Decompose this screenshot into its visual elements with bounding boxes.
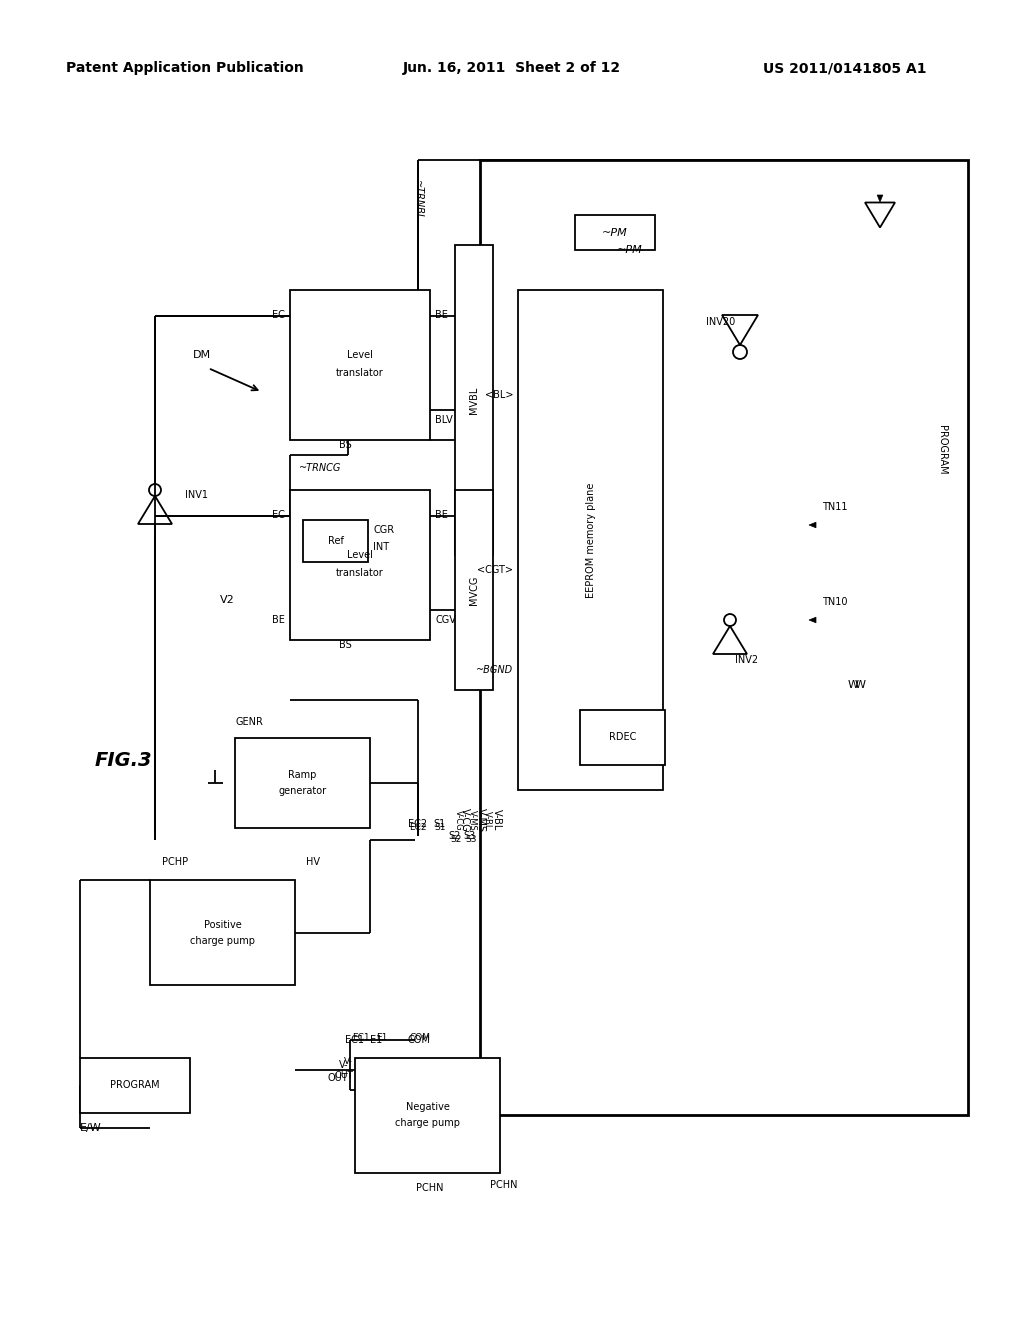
Text: INV1: INV1 (185, 490, 208, 500)
Text: S1: S1 (434, 818, 446, 829)
Text: charge pump: charge pump (395, 1118, 460, 1129)
Text: V-: V- (344, 1057, 353, 1067)
Text: charge pump: charge pump (190, 936, 255, 945)
Text: RDEC: RDEC (609, 733, 636, 742)
Polygon shape (809, 618, 816, 623)
Text: W: W (848, 680, 859, 690)
Bar (303, 520, 368, 562)
Text: DM: DM (193, 350, 211, 360)
Text: COM: COM (408, 1035, 431, 1045)
Text: CGV: CGV (435, 615, 456, 624)
Text: ~PM: ~PM (602, 227, 628, 238)
Polygon shape (878, 195, 883, 202)
Text: TN11: TN11 (822, 502, 848, 512)
Text: Level: Level (347, 550, 373, 560)
Text: EC: EC (272, 510, 285, 520)
Text: BLV: BLV (435, 414, 453, 425)
Text: <CGT>: <CGT> (477, 565, 513, 576)
Bar (518, 290, 663, 789)
Text: <BL>: <BL> (484, 389, 513, 400)
Text: V-CG: V-CG (454, 809, 463, 830)
Bar (234, 738, 370, 828)
Text: E/W: E/W (80, 1123, 101, 1133)
Text: S3: S3 (464, 832, 476, 841)
Text: V-: V- (339, 1060, 348, 1071)
Text: EC2: EC2 (410, 824, 427, 833)
Text: OUT: OUT (328, 1073, 348, 1082)
Text: BE: BE (272, 615, 285, 624)
Text: E1: E1 (370, 1035, 382, 1045)
Text: PCHP: PCHP (162, 857, 188, 867)
Text: INV2: INV2 (735, 655, 758, 665)
Bar (455, 246, 493, 554)
Text: E1: E1 (376, 1034, 387, 1043)
Text: BE: BE (435, 310, 447, 319)
Text: BE: BE (435, 510, 447, 520)
Bar (290, 290, 430, 440)
Bar (575, 215, 655, 249)
Text: W: W (855, 680, 866, 690)
Text: BS: BS (339, 640, 351, 649)
Polygon shape (809, 523, 816, 528)
Text: Jun. 16, 2011  Sheet 2 of 12: Jun. 16, 2011 Sheet 2 of 12 (402, 61, 622, 75)
Text: MVCG: MVCG (469, 576, 479, 605)
Text: INV20: INV20 (706, 317, 735, 327)
Text: MVBL: MVBL (469, 387, 479, 413)
Text: V-BL: V-BL (482, 810, 492, 829)
Text: Ref: Ref (328, 536, 343, 546)
Text: Patent Application Publication: Patent Application Publication (67, 61, 304, 75)
Text: BS: BS (339, 440, 351, 450)
Text: ~PM: ~PM (617, 246, 643, 255)
Text: TN10: TN10 (822, 597, 848, 607)
Bar (355, 1059, 500, 1173)
Bar (480, 160, 968, 1115)
Bar (455, 490, 493, 690)
Text: FIG.3: FIG.3 (95, 751, 153, 770)
Text: translator: translator (336, 368, 384, 378)
Text: V-CG: V-CG (460, 808, 470, 832)
Text: S2: S2 (451, 836, 462, 845)
Text: EC: EC (272, 310, 285, 319)
Text: S1: S1 (434, 824, 445, 833)
Text: V2: V2 (220, 595, 234, 605)
Bar (580, 710, 665, 766)
Text: V-BL: V-BL (492, 809, 502, 830)
Text: translator: translator (336, 568, 384, 578)
Text: PROGRAM: PROGRAM (111, 1081, 160, 1090)
Text: EC1: EC1 (352, 1034, 370, 1043)
Text: PCHN: PCHN (416, 1183, 443, 1193)
Text: Positive: Positive (204, 920, 242, 929)
Bar (80, 1059, 190, 1113)
Text: Ramp: Ramp (289, 770, 316, 780)
Text: COM: COM (410, 1034, 431, 1043)
Bar (290, 490, 430, 640)
Text: EC1: EC1 (345, 1035, 364, 1045)
Text: Level: Level (347, 350, 373, 360)
Text: EEPROM memory plane: EEPROM memory plane (586, 482, 596, 598)
Text: PCHN: PCHN (490, 1180, 518, 1191)
Text: ~TRNBL: ~TRNBL (413, 180, 423, 220)
Text: ~BGND: ~BGND (476, 665, 513, 675)
Text: S2: S2 (449, 832, 461, 841)
Text: V-MS: V-MS (476, 808, 486, 832)
Text: V-MS: V-MS (468, 809, 476, 830)
Text: US 2011/0141805 A1: US 2011/0141805 A1 (763, 61, 927, 75)
Text: HV: HV (306, 857, 319, 867)
Text: generator: generator (279, 785, 327, 796)
Text: GENR: GENR (234, 717, 263, 727)
Text: OUT: OUT (334, 1071, 353, 1080)
Text: PROGRAM: PROGRAM (937, 425, 947, 475)
Text: INT: INT (373, 543, 389, 552)
Text: Negative: Negative (406, 1102, 450, 1113)
Text: EC2: EC2 (409, 818, 428, 829)
Text: ~TRNCG: ~TRNCG (299, 463, 341, 473)
Text: S3: S3 (465, 836, 477, 845)
Bar (150, 880, 295, 985)
Text: CGR: CGR (373, 525, 394, 535)
